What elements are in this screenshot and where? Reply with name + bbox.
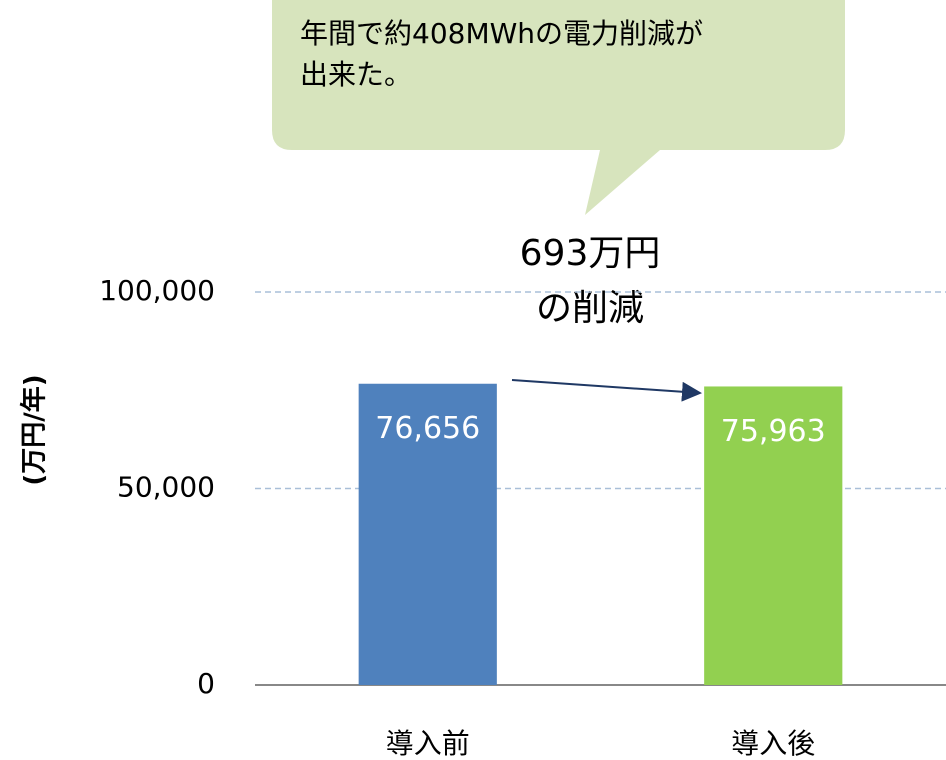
arrow — [511, 379, 702, 402]
annotation: 693万円 — [520, 233, 661, 274]
annotation: の削減 — [536, 288, 644, 329]
y-tick-label: 0 — [197, 667, 215, 700]
y-tick-label: 50,000 — [117, 471, 215, 504]
y-tick-label: 100,000 — [99, 274, 215, 307]
x-tick-label: 導入前 — [386, 727, 470, 760]
y-axis-label: (万円/年) — [19, 374, 50, 485]
callout-text: 年間で約408MWhの電力削減が — [300, 17, 703, 50]
bar — [704, 386, 843, 685]
callout-bubble — [272, 0, 845, 215]
x-tick-label: 導入後 — [731, 727, 815, 760]
value-label: 76,656 — [375, 411, 480, 446]
plot: 0 50,000 100,000 76,656 導入前 75,963 導入後 — [99, 274, 946, 760]
callout-text: 出来た。 — [300, 58, 412, 91]
bar — [358, 383, 497, 685]
value-label: 75,963 — [721, 414, 826, 449]
